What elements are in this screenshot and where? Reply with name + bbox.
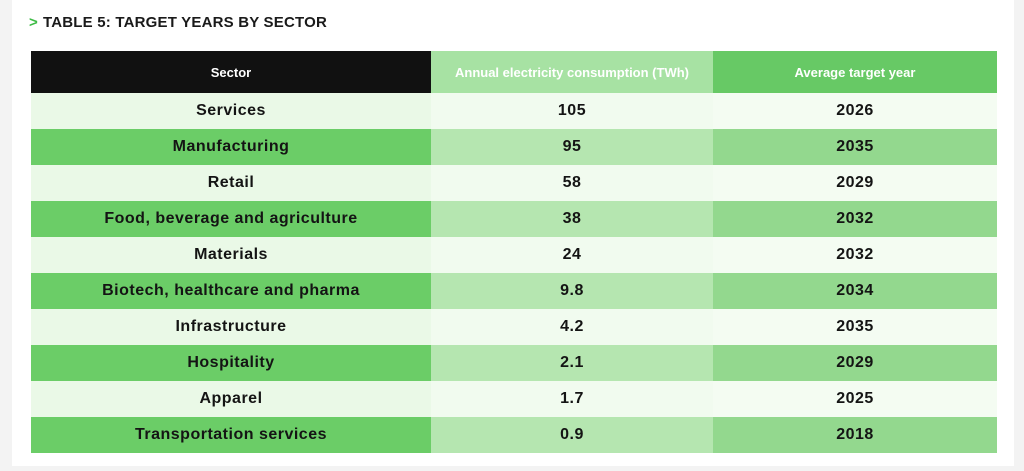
cell-consumption: 2.1: [431, 345, 713, 381]
table-row: Infrastructure 4.2 2035: [31, 309, 997, 345]
cell-consumption: 9.8: [431, 273, 713, 309]
cell-consumption: 58: [431, 165, 713, 201]
cell-sector: Services: [31, 93, 431, 129]
cell-sector: Infrastructure: [31, 309, 431, 345]
cell-target-year: 2029: [713, 165, 997, 201]
table-row: Hospitality 2.1 2029: [31, 345, 997, 381]
cell-consumption: 38: [431, 201, 713, 237]
cell-target-year: 2029: [713, 345, 997, 381]
cell-target-year: 2018: [713, 417, 997, 453]
table-row: Food, beverage and agriculture 38 2032: [31, 201, 997, 237]
cell-sector: Biotech, healthcare and pharma: [31, 273, 431, 309]
header-sector: Sector: [31, 51, 431, 93]
table-row: Transportation services 0.9 2018: [31, 417, 997, 453]
table-row: Manufacturing 95 2035: [31, 129, 997, 165]
cell-target-year: 2032: [713, 201, 997, 237]
header-target-year: Average target year: [713, 51, 997, 93]
target-years-table: Sector Annual electricity consumption (T…: [31, 51, 997, 453]
table-row: Retail 58 2029: [31, 165, 997, 201]
title-arrow: >: [29, 14, 38, 31]
cell-sector: Hospitality: [31, 345, 431, 381]
cell-target-year: 2034: [713, 273, 997, 309]
cell-consumption: 1.7: [431, 381, 713, 417]
title-text: TABLE 5: TARGET YEARS BY SECTOR: [42, 14, 327, 31]
cell-consumption: 105: [431, 93, 713, 129]
cell-consumption: 24: [431, 237, 713, 273]
cell-target-year: 2035: [713, 309, 997, 345]
cell-target-year: 2026: [713, 93, 997, 129]
table-row: Services 105 2026: [31, 93, 997, 129]
table-row: Materials 24 2032: [31, 237, 997, 273]
cell-sector: Transportation services: [31, 417, 431, 453]
cell-consumption: 0.9: [431, 417, 713, 453]
cell-sector: Materials: [31, 237, 431, 273]
table-row: Biotech, healthcare and pharma 9.8 2034: [31, 273, 997, 309]
cell-consumption: 4.2: [431, 309, 713, 345]
cell-consumption: 95: [431, 129, 713, 165]
table-title: > TABLE 5: TARGET YEARS BY SECTOR: [29, 14, 327, 31]
cell-target-year: 2035: [713, 129, 997, 165]
header-consumption: Annual electricity consumption (TWh): [431, 51, 713, 93]
cell-sector: Manufacturing: [31, 129, 431, 165]
cell-sector: Food, beverage and agriculture: [31, 201, 431, 237]
cell-target-year: 2032: [713, 237, 997, 273]
cell-target-year: 2025: [713, 381, 997, 417]
cell-sector: Retail: [31, 165, 431, 201]
table-header-row: Sector Annual electricity consumption (T…: [31, 51, 997, 93]
table-row: Apparel 1.7 2025: [31, 381, 997, 417]
cell-sector: Apparel: [31, 381, 431, 417]
